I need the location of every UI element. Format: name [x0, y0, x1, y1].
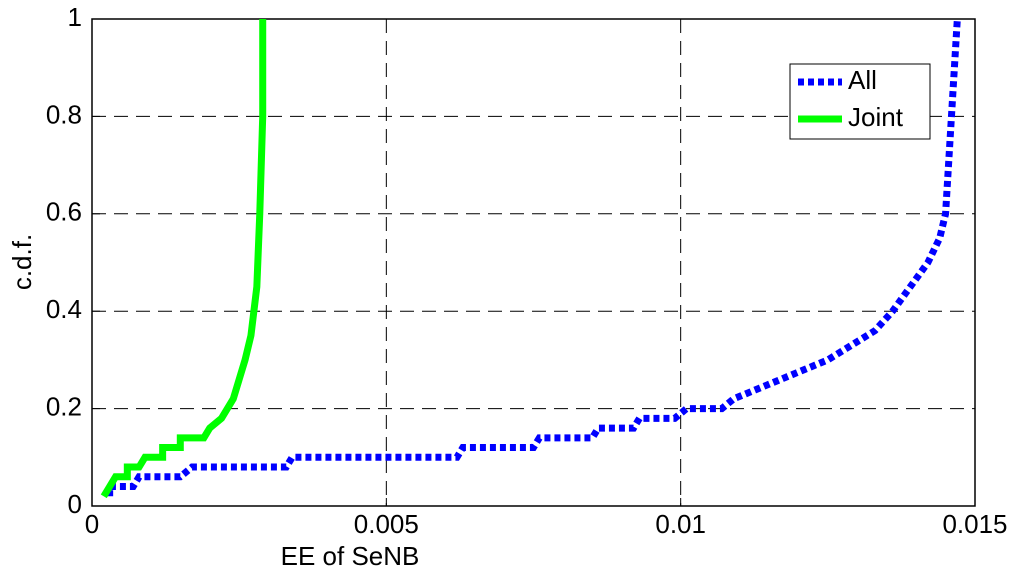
legend-box — [789, 63, 931, 140]
x-tick-label: 0.005 — [354, 509, 419, 539]
y-tick-label: 0 — [68, 489, 82, 519]
y-tick-label: 0.8 — [46, 99, 82, 129]
data-line — [106, 18, 961, 497]
y-tick-label: 0.4 — [46, 294, 82, 324]
x-tick-label: 0.01 — [655, 509, 706, 539]
legend-label: Joint — [848, 102, 904, 132]
y-tick-label: 0.6 — [46, 197, 82, 227]
legend-label: All — [848, 65, 877, 95]
data-line — [100, 19, 267, 499]
plot-frame — [91, 18, 976, 507]
x-tick-label: 0 — [85, 509, 99, 539]
y-axis-label: c.d.f. — [7, 234, 37, 290]
y-tick-label: 0.2 — [46, 391, 82, 421]
y-tick-label: 1 — [68, 2, 82, 32]
x-tick-label: 0.015 — [942, 509, 1007, 539]
x-axis-label: EE of SeNB — [281, 541, 420, 571]
